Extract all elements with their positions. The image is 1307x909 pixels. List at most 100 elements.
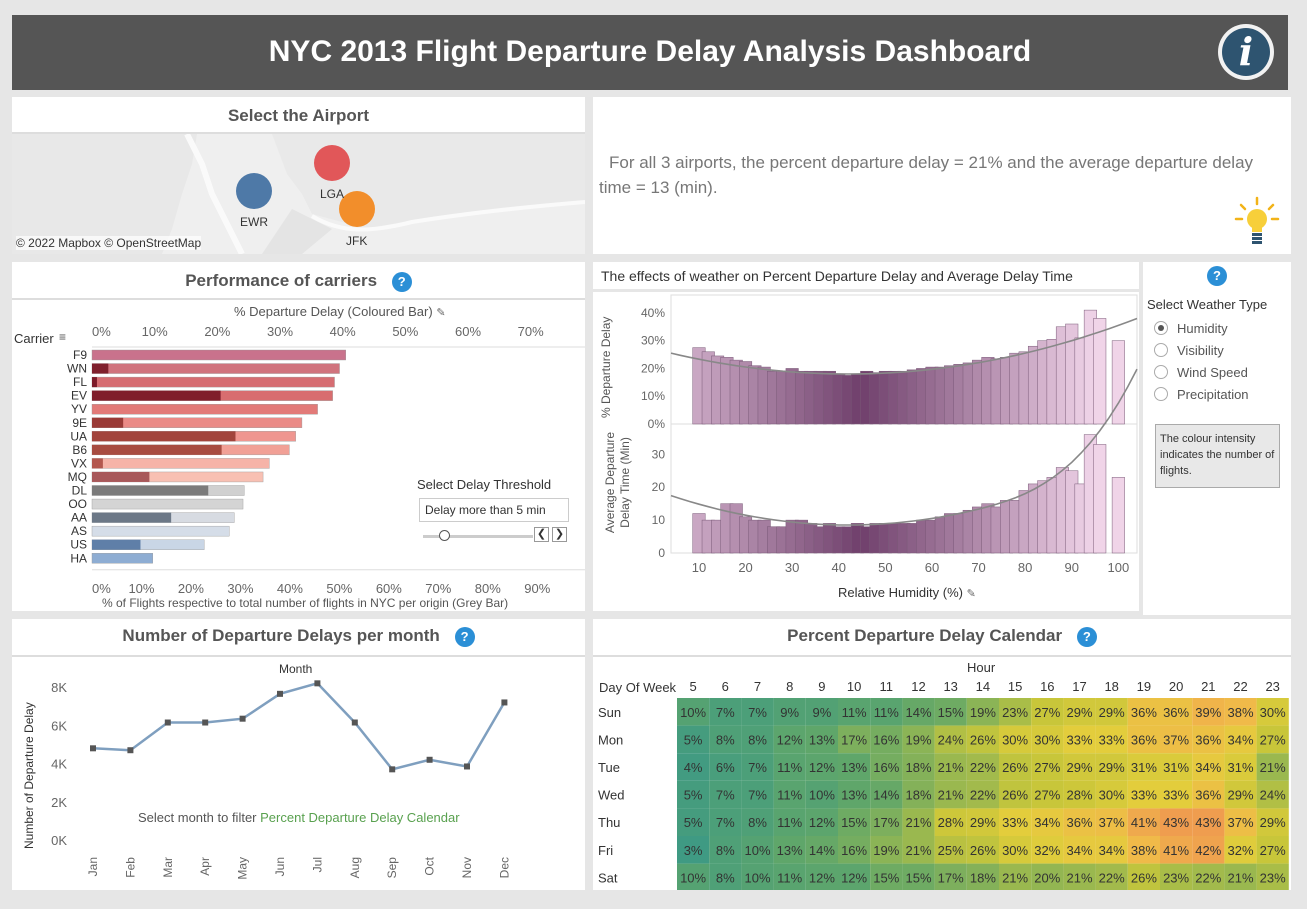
calendar-heatmap[interactable]: 5 6 7 8 9 10 11 12 13 14 15 16 17 18 19 20 21 22 23 Sun 10% 7… [593,674,1291,890]
heat-cell [838,863,871,890]
heat-cell [999,753,1032,781]
carriers-help-icon[interactable]: ? [391,271,412,292]
bottom-ytick-label: 30 [652,447,666,461]
carrier-bar-chart[interactable]: 0% 10% 20% 30% 40% 50% 60% 70% F9WNFLEVYV9EUAB6V… [12,322,585,597]
heat-cell-label: 18% [905,760,931,775]
heat-cell [1224,753,1257,781]
heat-cell-label: 21% [905,843,931,858]
option-visibility[interactable]: Visibility [1177,343,1224,358]
heat-cell [773,836,806,864]
heat-cell [709,808,742,836]
weather-xtick-label: 60 [925,560,939,575]
monthly-help-icon[interactable]: ? [454,626,475,647]
heat-cell-label: 19% [970,705,996,720]
heat-cell [999,808,1032,836]
radio-humidity[interactable] [1154,321,1168,335]
month-label: Jan [86,857,100,876]
heat-cell-label: 36% [1131,732,1157,747]
lga-marker[interactable] [314,145,350,181]
heat-cell-label: 26% [1131,870,1157,885]
slider-next-button[interactable]: ❯ [552,527,567,542]
threshold-slider-track[interactable] [423,535,533,538]
carrier-label: 9E [72,416,87,430]
divider [12,132,585,134]
share-bar [92,539,141,550]
sort-icon[interactable]: ≡ [59,330,67,344]
share-bar [92,485,209,496]
heat-cell-label: 28% [1066,788,1092,803]
heat-cell-label: 8% [716,843,735,858]
weather-xtick-label: 10 [692,560,706,575]
weather-help-icon[interactable]: ? [1207,266,1227,286]
monthly-line-chart[interactable]: 0K 2K 4K 6K 8K Jan Feb Mar Apr May Jun Jul Aug Sep Oct… [12,674,585,890]
option-humidity[interactable]: Humidity [1177,321,1228,336]
lightbulb-icon [1234,196,1280,244]
ewr-marker[interactable] [236,173,272,209]
threshold-value-box[interactable]: Delay more than 5 min [419,498,569,522]
weather-chart[interactable]: 0% 10% 20% 30% 40% 0 10 20 30 10 20 30 40 50 60 70 80 90 1… [593,292,1139,592]
monthly-ytick-label: 4K [51,757,67,772]
weather-xtick-label: 20 [738,560,752,575]
pin-icon[interactable]: ✎ [436,307,446,319]
radio-wind-speed[interactable] [1154,365,1168,379]
carrier-label: AA [71,511,87,525]
heat-cell-label: 29% [1099,760,1125,775]
hour-label: 13 [943,679,957,694]
pin-icon[interactable]: ✎ [966,588,976,600]
heat-cell [902,836,935,864]
hour-label: 12 [911,679,925,694]
radio-visibility[interactable] [1154,343,1168,357]
heat-cell [1256,780,1289,809]
share-bar [92,471,150,482]
heat-cell [1160,698,1193,726]
heat-cell-label: 13% [841,760,867,775]
carrier-label: YV [71,402,87,416]
heat-cell [741,753,774,781]
jfk-marker[interactable] [339,191,375,227]
monthly-panel: Number of Departure Delays per month ? M… [12,619,585,890]
slider-prev-button[interactable]: ❮ [534,527,549,542]
heat-cell [773,753,806,781]
share-bar [92,390,221,401]
calendar-link[interactable]: Percent Departure Delay Calendar [260,810,460,825]
hour-label: 19 [1137,679,1151,694]
insight-panel: For all 3 airports, the percent departur… [593,97,1291,254]
radio-precipitation[interactable] [1154,387,1168,401]
airport-map[interactable] [12,134,585,254]
option-wind-speed[interactable]: Wind Speed [1177,365,1248,380]
delay-pct-bar [1093,318,1107,425]
heat-cell-label: 31% [1163,760,1189,775]
info-icon[interactable]: i [1218,24,1274,80]
share-bar [92,417,124,428]
weather-xtick-label: 50 [878,560,892,575]
weather-xtick-label: 80 [1018,560,1032,575]
heat-cell [870,808,903,836]
heat-cell-label: 10% [680,705,706,720]
bottom-tick-label: 10% [128,581,154,596]
carrier-label: UA [70,429,87,443]
share-bar [92,444,222,455]
heat-cell-label: 30% [1034,732,1060,747]
heat-cell-label: 32% [1034,843,1060,858]
heat-cell [934,863,967,890]
top-tick-label: 0% [92,324,111,339]
heat-cell-label: 41% [1163,843,1189,858]
heat-cell-label: 8% [748,815,767,830]
threshold-slider-handle[interactable] [439,530,450,541]
heat-cell-label: 7% [716,815,735,830]
heat-cell [1160,836,1193,864]
heat-cell [1095,725,1128,754]
heat-cell [709,725,742,754]
weather-xlabel-text: Relative Humidity (%) [838,585,963,600]
carrier-label: WN [67,362,87,376]
calendar-help-icon[interactable]: ? [1076,626,1097,647]
option-precipitation[interactable]: Precipitation [1177,387,1249,402]
heat-cell-label: 21% [905,815,931,830]
heat-cell [1192,863,1225,890]
top-tick-label: 30% [267,324,293,339]
heat-cell-label: 6% [716,760,735,775]
monthly-panel-title: Number of Departure Delays per month ? [12,626,585,647]
heat-cell-label: 37% [1099,815,1125,830]
delay-bar [91,458,270,469]
heat-cell-label: 29% [1260,815,1286,830]
